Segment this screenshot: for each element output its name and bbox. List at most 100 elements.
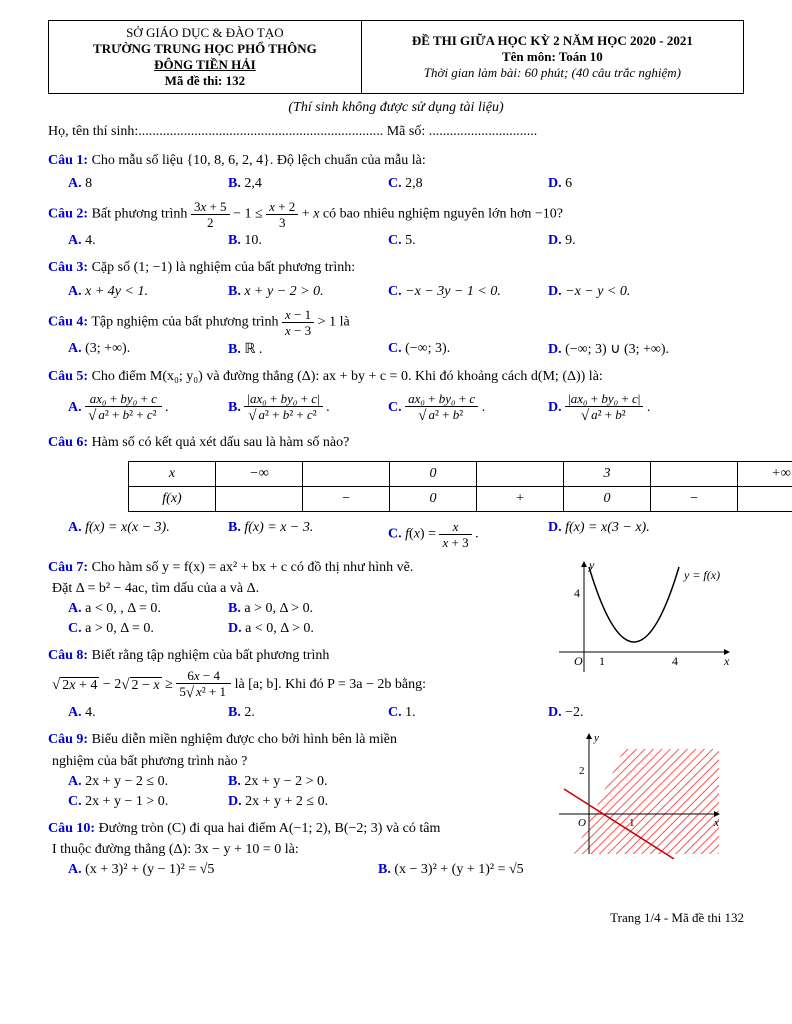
school-line-1: TRƯỜNG TRUNG HỌC PHỔ THÔNG bbox=[57, 41, 353, 57]
st-r2-7 bbox=[738, 486, 792, 511]
q2-B: 10. bbox=[244, 233, 262, 248]
q8-mid: là [a; b]. Khi đó P = 3a − 2b bằng: bbox=[235, 678, 426, 693]
q9-A-label: A. bbox=[68, 774, 82, 789]
q1-C-label: C. bbox=[388, 176, 402, 191]
q4-B: ℝ . bbox=[244, 342, 262, 357]
svg-text:1: 1 bbox=[629, 817, 635, 829]
q9-A: 2x + y − 2 ≤ 0. bbox=[85, 774, 168, 789]
parabola-graph: O x y 1 4 4 y = f(x) bbox=[554, 557, 734, 677]
q4-A: (3; +∞). bbox=[85, 341, 130, 356]
dept-line: SỞ GIÁO DỤC & ĐÀO TẠO bbox=[57, 25, 353, 41]
svg-text:4: 4 bbox=[574, 586, 580, 600]
q7-C: a > 0, Δ = 0. bbox=[85, 621, 154, 636]
q9-C: 2x + y − 1 > 0. bbox=[85, 794, 168, 809]
q6-B-label: B. bbox=[228, 520, 241, 535]
q5-A: ax₀ + by₀ + c√a² + b² + c² bbox=[85, 392, 161, 424]
q1-D-label: D. bbox=[548, 176, 562, 191]
q3-A: x + 4y < 1. bbox=[85, 284, 148, 299]
q10-A-label: A. bbox=[68, 862, 82, 877]
q10-options: A. (x + 3)² + (y − 1)² = √5 B. (x − 3)² … bbox=[68, 860, 744, 880]
q1-label: Câu 1: bbox=[48, 153, 88, 168]
q9-B: 2x + y − 2 > 0. bbox=[244, 774, 327, 789]
question-1: Câu 1: Cho mẫu số liệu {10, 8, 6, 2, 4}.… bbox=[48, 150, 744, 172]
q3-text: Cặp số (1; −1) là nghiệm của bất phương … bbox=[92, 260, 356, 275]
q1-A: 8 bbox=[85, 176, 92, 191]
svg-text:x: x bbox=[723, 654, 730, 668]
q5-label: Câu 5: bbox=[48, 369, 88, 384]
q9-label: Câu 9: bbox=[48, 732, 88, 747]
q5-options: A. ax₀ + by₀ + c√a² + b² + c² . B. |ax₀ … bbox=[68, 390, 744, 426]
sign-table: x −∞ 0 3 +∞ f(x) − 0 + 0 − bbox=[128, 461, 792, 512]
q4-B-label: B. bbox=[228, 342, 241, 357]
q6-C: xx + 3 bbox=[439, 520, 471, 549]
q6-D: f(x) = x(3 − x). bbox=[565, 520, 650, 535]
q4-D: (−∞; 3) ∪ (3; +∞). bbox=[565, 342, 669, 357]
q3-options: A. x + 4y < 1. B. x + y − 2 > 0. C. −x −… bbox=[68, 282, 744, 302]
dots-2: ............................... bbox=[429, 124, 538, 139]
st-r1-4 bbox=[477, 461, 564, 486]
exam-code: Mã đề thi: 132 bbox=[57, 73, 353, 89]
q3-B: x + y − 2 > 0. bbox=[244, 284, 323, 299]
st-r1-2 bbox=[303, 461, 390, 486]
q2-prefix: Bất phương trình bbox=[92, 207, 191, 222]
q4-suffix: > 1 là bbox=[318, 315, 350, 330]
q7-text: Cho hàm số y = f(x) = ax² + bx + c có đồ… bbox=[92, 560, 414, 575]
q1-options: A. 8 B. 2,4 C. 2,8 D. 6 bbox=[68, 174, 744, 194]
svg-text:x: x bbox=[713, 817, 719, 829]
q6-B: f(x) = x − 3. bbox=[244, 520, 313, 535]
st-r2-5: 0 bbox=[564, 486, 651, 511]
q9-B-label: B. bbox=[228, 774, 241, 789]
q10-A: (x + 3)² + (y − 1)² = √5 bbox=[85, 862, 214, 877]
subject-line: Tên môn: Toán 10 bbox=[370, 49, 735, 65]
q6-A-label: A. bbox=[68, 520, 82, 535]
q3-D: −x − y < 0. bbox=[565, 284, 630, 299]
q3-D-label: D. bbox=[548, 284, 562, 299]
q3-C-label: C. bbox=[388, 284, 402, 299]
st-r1-3: 0 bbox=[390, 461, 477, 486]
note-line: (Thí sinh không được sử dụng tài liệu) bbox=[48, 100, 744, 116]
q9-text: Biểu diễn miền nghiệm được cho bởi hình … bbox=[92, 732, 397, 747]
q2-frac2: x + 23 bbox=[266, 200, 298, 229]
q2-label: Câu 2: bbox=[48, 207, 88, 222]
q8-B-label: B. bbox=[228, 705, 241, 720]
q1-B-label: B. bbox=[228, 176, 241, 191]
q4-frac: x − 1x − 3 bbox=[282, 308, 314, 337]
q10-text: Đường tròn (C) đi qua hai điểm A(−1; 2),… bbox=[99, 821, 441, 836]
q7-D-label: D. bbox=[228, 621, 242, 636]
q7-options: A. a < 0, , Δ = 0. B. a > 0, Δ > 0. C. a… bbox=[68, 599, 488, 639]
exam-title: ĐỀ THI GIỮA HỌC KỲ 2 NĂM HỌC 2020 - 2021 bbox=[370, 33, 735, 49]
q8-text: Biết rằng tập nghiệm của bất phương trìn… bbox=[92, 648, 330, 663]
q7-D: a < 0, Δ > 0. bbox=[245, 621, 314, 636]
q7-A: a < 0, , Δ = 0. bbox=[85, 601, 161, 616]
svg-text:4: 4 bbox=[672, 654, 678, 668]
q9-D-label: D. bbox=[228, 794, 242, 809]
q6-D-label: D. bbox=[548, 520, 562, 535]
q6-label: Câu 6: bbox=[48, 435, 88, 450]
q1-D: 6 bbox=[565, 176, 572, 191]
q10-B: (x − 3)² + (y + 1)² = √5 bbox=[394, 862, 523, 877]
q7-C-label: C. bbox=[68, 621, 82, 636]
q6-options: A. f(x) = x(x − 3). B. f(x) = x − 3. C. … bbox=[68, 518, 744, 551]
q4-D-label: D. bbox=[548, 342, 562, 357]
st-r1-5: 3 bbox=[564, 461, 651, 486]
q7-B: a > 0, Δ > 0. bbox=[244, 601, 313, 616]
st-r1-0: x bbox=[129, 461, 216, 486]
question-7-wrap: O x y 1 4 4 y = f(x) Câu 7: Cho hàm số y… bbox=[48, 557, 744, 639]
q4-C-label: C. bbox=[388, 341, 402, 356]
q2-D: 9. bbox=[565, 233, 576, 248]
q4-A-label: A. bbox=[68, 341, 82, 356]
q4-label: Câu 4: bbox=[48, 315, 88, 330]
q3-A-label: A. bbox=[68, 284, 82, 299]
st-r2-3: 0 bbox=[390, 486, 477, 511]
q2-A-label: A. bbox=[68, 233, 82, 248]
q2-B-label: B. bbox=[228, 233, 241, 248]
q7-label: Câu 7: bbox=[48, 560, 88, 575]
q8-label: Câu 8: bbox=[48, 648, 88, 663]
question-5: Câu 5: Cho điểm M(x₀; y₀) và đường thẳng… bbox=[48, 366, 744, 388]
header-right-cell: ĐỀ THI GIỮA HỌC KỲ 2 NĂM HỌC 2020 - 2021… bbox=[361, 21, 743, 94]
q4-prefix: Tập nghiệm của bất phương trình bbox=[91, 315, 282, 330]
school-line-2: ĐÔNG TIỀN HẢI bbox=[57, 57, 353, 73]
svg-text:y: y bbox=[588, 558, 595, 572]
q2-suffix: có bao nhiêu nghiệm nguyên lớn hơn −10? bbox=[323, 207, 563, 222]
svg-text:1: 1 bbox=[599, 654, 605, 668]
